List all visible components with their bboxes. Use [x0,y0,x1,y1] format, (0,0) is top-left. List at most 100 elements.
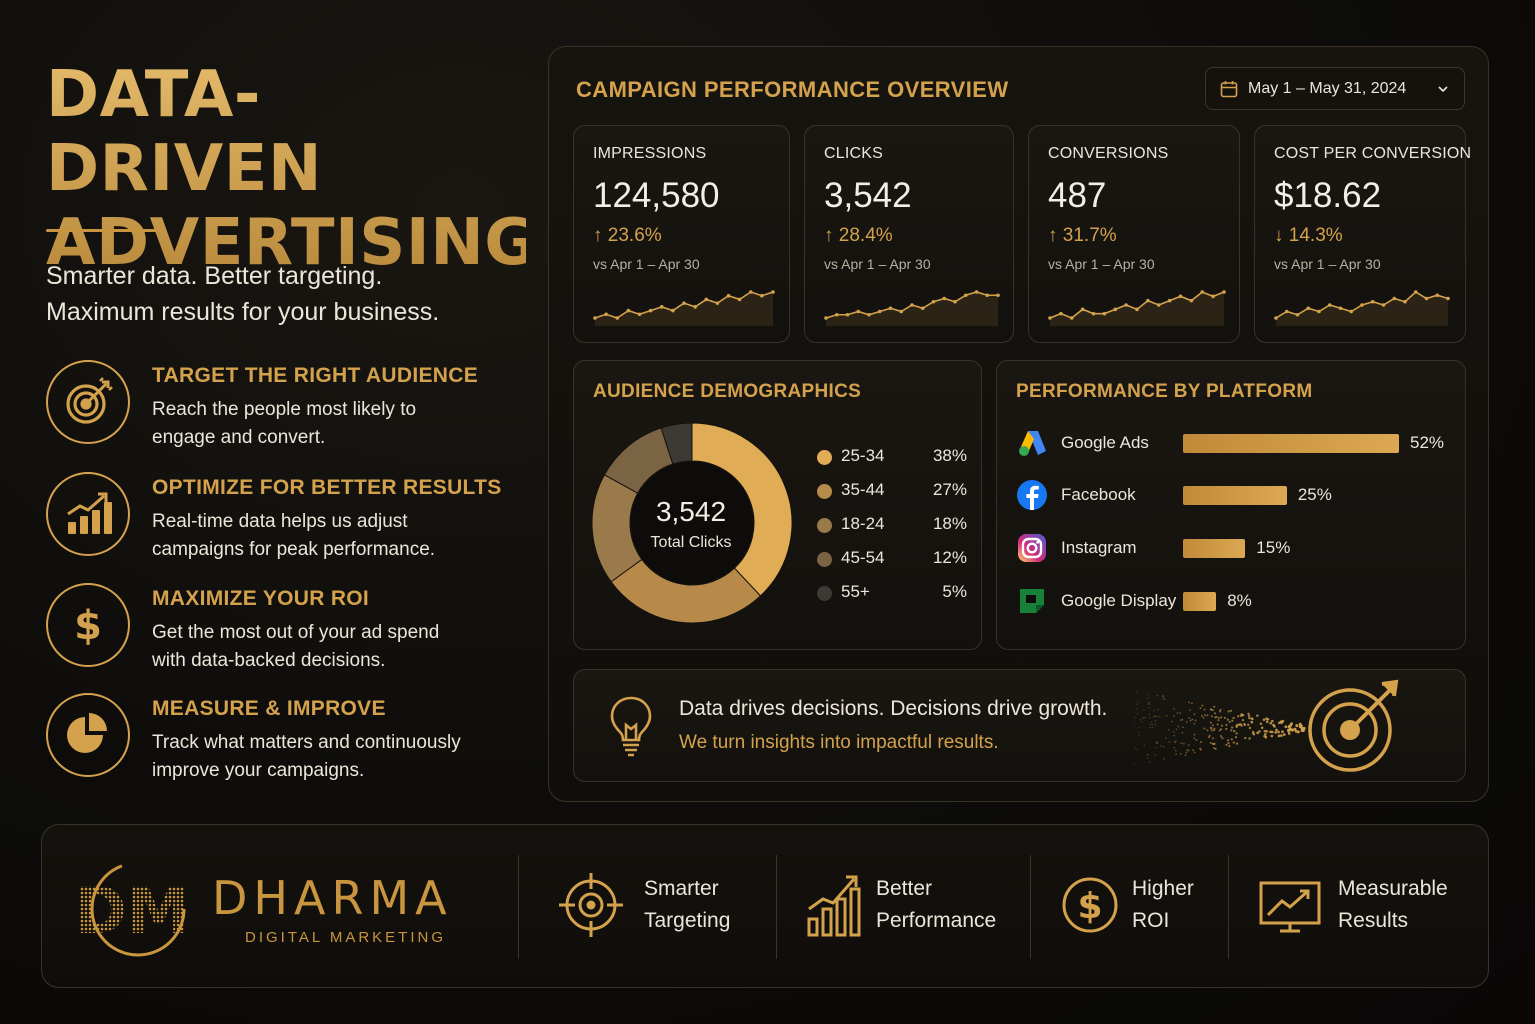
growth-chart-icon [46,472,130,556]
beam-particle [1139,719,1141,721]
platform-percent: 25% [1297,485,1332,504]
feature-description-line2: with data-backed decisions. [152,650,386,671]
footer-item-label-line2: ROI [1132,909,1170,932]
beam-particle [1251,717,1254,721]
sparkline-point [671,308,675,313]
beam-particle [1156,741,1158,743]
legend-swatch [817,450,832,465]
legend-value: 27% [932,480,967,499]
sparkline-point [748,290,753,294]
beam-particle [1287,732,1291,735]
hero-subtitle-line1: Smarter data. Better targeting. [46,262,383,290]
legend-label: 45-54 [841,548,885,567]
sparkline-area [826,292,998,326]
target-icon [46,360,130,444]
sparkline-point [1446,296,1450,301]
beam-particle [1295,724,1299,728]
beam-particle [1200,715,1203,717]
beam-particle [1220,724,1223,727]
beam-particle [1189,709,1192,711]
platform-bar [1183,539,1246,558]
beam-particle [1148,702,1150,704]
feature-description: Reach the people most likely to engage a… [152,396,512,452]
beam-particle [1135,691,1138,693]
beam-particle [1279,734,1283,737]
beam-particle [1199,747,1202,750]
beam-particle [1182,726,1184,729]
feature-description-line1: Real-time data helps us adjust [152,511,408,532]
feature-title: TARGET THE RIGHT AUDIENCE [152,364,478,387]
donut-slice-25-34 [691,422,792,597]
sparkline-point [899,309,904,314]
footer-item-roi: $ Higher ROI [1061,865,1221,945]
beam-particle [1279,720,1283,724]
beam-particle [1298,725,1302,728]
beam-particle [1172,731,1175,733]
beam-particle [1149,761,1151,763]
beam-particle [1206,714,1209,717]
beam-particle [1153,710,1155,712]
legend-item: 25-34 38% [817,446,967,470]
beam-particle [1193,751,1196,754]
platform-name: Instagram [1061,538,1137,557]
beam-particle [1156,742,1159,744]
beam-particle [1175,753,1177,756]
beam-particle [1235,732,1238,735]
beam-particle [1177,725,1180,728]
beam-particle [1148,713,1151,716]
platform-percent: 8% [1227,591,1252,610]
footer-item-label: Higher ROI [1132,873,1194,937]
beam-particle [1147,754,1149,756]
beam-particle [1142,717,1144,720]
sparkline-point [1413,290,1418,294]
footer-item-results: Measurable Results [1258,865,1473,945]
beam-particle [1210,708,1213,711]
hero-title: DATA-DRIVEN ADVERTISING. [46,58,526,280]
sparkline-point [1113,307,1118,312]
beam-particle [1288,724,1291,728]
beam-particle [1208,736,1210,739]
platform-name: Google Display [1061,591,1177,610]
sparkline-point [1069,316,1074,320]
platform-bar [1183,592,1217,611]
insight-banner: Data drives decisions. Decisions drive g… [573,669,1466,782]
beam-particle [1223,716,1226,719]
sparkline-point [704,297,709,302]
sparkline-point [682,301,686,305]
sparkline-point [1059,311,1063,316]
footer-divider [1228,855,1229,959]
beam-particle [1143,744,1146,746]
beam-particle [1170,720,1173,723]
beam-particle [1193,713,1196,716]
beam-particle [1237,715,1240,718]
beam-particle [1148,717,1151,719]
beam-particle [1154,754,1156,756]
date-range-picker[interactable]: May 1 – May 31, 2024 [1205,67,1465,110]
kpi-card-clicks: CLICKS 3,542 ↑ 28.4% vs Apr 1 – Apr 30 [804,125,1014,343]
beam-particle [1163,746,1165,748]
beam-particle [1149,726,1151,729]
feature-item-target: TARGET THE RIGHT AUDIENCE Reach the peop… [46,358,516,453]
beam-particle [1235,725,1238,729]
demographics-donut-chart [592,422,792,624]
kpi-value: 3,542 [824,176,912,215]
beam-particle [1209,742,1212,744]
beam-particle [1134,763,1136,765]
hero-subtitle: Smarter data. Better targeting. Maximum … [46,258,516,330]
crosshair-icon [559,873,623,937]
beam-particle [1275,728,1278,732]
beam-particle [1211,709,1214,712]
beam-particle [1173,734,1176,737]
sparkline-area [1050,292,1224,326]
beam-particle [1226,739,1230,742]
beam-particle [1290,722,1293,726]
beam-particle [1136,713,1139,715]
footer-item-label-line2: Targeting [644,909,731,932]
donut-center-value: 3,542 [655,496,727,527]
sparkline-point [867,312,871,317]
beam-particle [1220,735,1223,738]
beam-particle [1186,749,1189,751]
beam-particle [1277,730,1280,734]
beam-particle [1231,726,1234,729]
footer-item-label-line1: Measurable [1338,877,1448,900]
